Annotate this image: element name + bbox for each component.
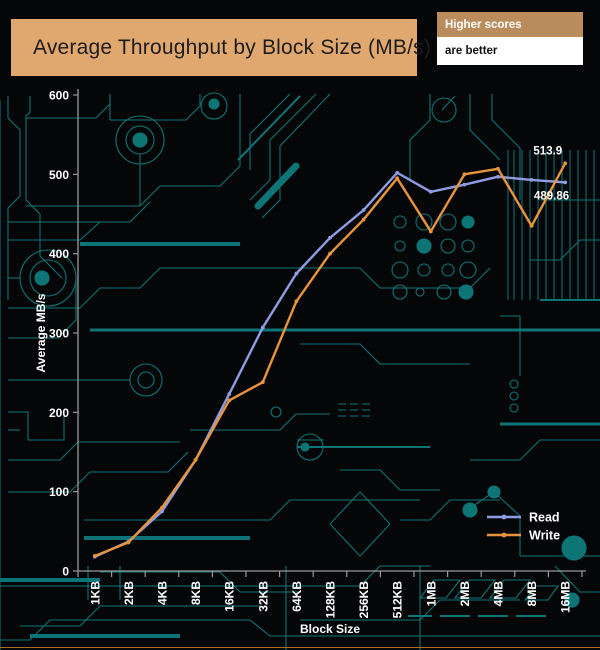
x-axis-tick-label: 32KB: [256, 581, 270, 612]
data-point: [428, 229, 433, 234]
data-point: [563, 161, 568, 166]
data-point: [260, 380, 265, 385]
data-point: [395, 170, 400, 175]
badge-body-label: are better: [445, 45, 498, 57]
legend-marker: [501, 514, 507, 520]
data-point: [294, 299, 299, 304]
data-point: [496, 166, 500, 171]
y-axis-tick-label: 500: [49, 168, 69, 182]
data-point: [92, 554, 97, 558]
chart-title-banner: Average Throughput by Block Size (MB/s): [11, 19, 431, 76]
x-axis-tick-label: 2KB: [122, 581, 136, 605]
data-point: [428, 189, 433, 194]
data-point: [328, 251, 332, 256]
x-axis-tick-label: 8KB: [189, 581, 203, 605]
data-point: [328, 235, 332, 240]
data-point: [529, 224, 534, 228]
data-point: [227, 398, 232, 403]
x-axis-tick-label: 512KB: [391, 581, 405, 619]
data-point: [462, 182, 467, 187]
x-axis-tick-label: 128KB: [324, 581, 338, 619]
series-line-write: [93, 162, 567, 558]
x-axis-tick-label: 16KB: [223, 581, 237, 612]
x-axis-title: Block Size: [300, 622, 360, 636]
data-point: [462, 172, 467, 177]
data-label: 513.9: [533, 145, 562, 157]
y-axis-title: Average MB/s: [34, 293, 48, 372]
x-axis-tick-label: 8MB: [525, 581, 539, 607]
legend-label-write: Write: [529, 529, 560, 543]
legend-label-read: Read: [529, 511, 560, 525]
badge-body: are better: [437, 37, 583, 65]
y-axis-tick-label: 600: [49, 89, 69, 103]
y-axis-tick-label: 100: [49, 485, 69, 499]
data-point: [395, 176, 400, 181]
series-line-read: [93, 171, 567, 558]
x-axis-tick-label: 1MB: [424, 581, 438, 607]
x-axis-tick-label: 1KB: [88, 581, 102, 605]
data-point: [361, 208, 366, 212]
page-title: Average Throughput by Block Size (MB/s): [33, 35, 432, 59]
x-axis-tick-label: 64KB: [290, 581, 304, 612]
badge-header-label: Higher scores: [445, 18, 522, 31]
y-axis-tick-label: 0: [62, 565, 69, 579]
x-axis-tick-label: 4KB: [156, 581, 170, 605]
data-label: 489.86: [534, 190, 569, 202]
data-point: [496, 174, 500, 179]
x-axis-tick-label: 16MB: [559, 581, 573, 613]
bottom-accent-rule: [0, 647, 600, 648]
data-point: [227, 392, 232, 396]
legend-marker: [501, 532, 507, 538]
data-point: [160, 505, 164, 510]
x-axis-tick-label: 2MB: [458, 581, 472, 607]
y-axis-tick-label: 300: [49, 327, 69, 341]
data-point: [126, 540, 131, 545]
badge-header: Higher scores: [437, 12, 583, 37]
data-point: [361, 217, 366, 222]
data-point: [294, 271, 299, 276]
data-point: [260, 325, 265, 330]
y-axis-tick-label: 200: [49, 406, 69, 420]
data-point: [529, 177, 534, 182]
data-point: [160, 509, 164, 514]
x-axis-tick-label: 256KB: [357, 581, 371, 619]
data-point: [563, 180, 568, 185]
x-axis-tick-label: 4MB: [492, 581, 506, 607]
higher-scores-badge: Higher scores are better: [437, 12, 583, 65]
data-point: [193, 458, 198, 462]
y-axis-tick-label: 400: [49, 247, 69, 261]
